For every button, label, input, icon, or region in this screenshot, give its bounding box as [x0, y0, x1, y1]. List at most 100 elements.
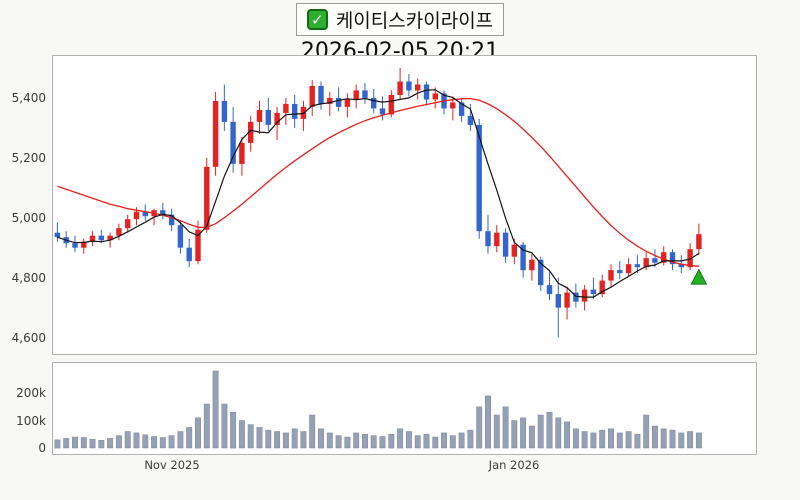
- volume-bar-chart: [54, 370, 702, 449]
- volume-bar: [397, 428, 404, 449]
- candle-body-down: [538, 259, 544, 286]
- volume-bar: [449, 435, 456, 449]
- volume-bar: [256, 427, 263, 449]
- volume-bar: [643, 414, 650, 449]
- candle-body-down: [142, 211, 148, 217]
- date-tick-label: Jan 2026: [488, 458, 540, 472]
- candle-body-down: [371, 97, 377, 109]
- volume-bar: [326, 432, 333, 449]
- candle-body-down: [423, 84, 430, 100]
- volume-bar: [124, 431, 131, 449]
- candle-body-up: [283, 103, 289, 113]
- volume-bar: [476, 406, 483, 449]
- candle-body-down: [458, 102, 465, 116]
- volume-bar: [485, 395, 491, 449]
- candle-body-up: [432, 93, 438, 100]
- candle-body-up: [696, 234, 702, 250]
- candle-body-up: [256, 109, 263, 122]
- candle-body-down: [555, 294, 561, 308]
- candle-body-up: [388, 94, 394, 115]
- volume-bar: [247, 424, 254, 449]
- volume-bar: [168, 435, 175, 449]
- volume-bar: [353, 432, 360, 449]
- volume-bar: [687, 431, 694, 449]
- candle-body-up: [529, 259, 535, 271]
- candle-body-down: [634, 264, 641, 268]
- price-chart-panel: [52, 55, 757, 355]
- candle-body-down: [476, 124, 482, 232]
- volume-bar: [423, 434, 430, 449]
- candle-body-up: [353, 90, 359, 100]
- volume-tick-label: 100k: [16, 414, 46, 428]
- volume-bar: [309, 414, 316, 449]
- volume-bar: [230, 412, 237, 449]
- candle-body-up: [81, 241, 87, 248]
- volume-bar: [458, 432, 465, 449]
- volume-bar: [159, 437, 166, 449]
- candle-body-up: [107, 235, 113, 241]
- volume-bar: [212, 370, 219, 449]
- volume-bar: [203, 403, 210, 449]
- candle-body-up: [309, 85, 315, 107]
- volume-bar: [107, 438, 114, 449]
- volume-bar: [564, 421, 571, 449]
- candle-body-down: [160, 210, 166, 215]
- volume-bar: [695, 432, 702, 449]
- volume-tick-label: 0: [38, 441, 46, 455]
- candle-body-up: [494, 232, 500, 247]
- date-tick-label: Nov 2025: [144, 458, 200, 472]
- volume-bar: [282, 432, 289, 449]
- volume-bar: [291, 428, 298, 449]
- volume-bar: [362, 434, 368, 449]
- volume-bar: [379, 436, 386, 449]
- volume-bar: [493, 414, 500, 449]
- candle-body-down: [177, 225, 184, 248]
- volume-bar: [660, 428, 667, 449]
- buy-signal-triangle-icon: [690, 268, 708, 285]
- volume-bar: [133, 432, 140, 449]
- candle-body-down: [652, 258, 658, 263]
- volume-bar: [98, 440, 105, 449]
- candle-body-down: [379, 108, 386, 115]
- volume-bar: [590, 432, 597, 449]
- volume-bar: [405, 431, 412, 449]
- candle-body-up: [661, 252, 667, 263]
- candle-body-down: [292, 103, 298, 119]
- ma-long-line: [57, 97, 699, 267]
- volume-bar: [432, 436, 439, 449]
- price-tick-label: 5,200: [11, 151, 46, 165]
- candle-body-down: [168, 214, 175, 226]
- candle-body-down: [520, 244, 526, 271]
- volume-bar: [80, 437, 87, 449]
- candle-body-down: [590, 289, 597, 295]
- candle-body-up: [415, 84, 421, 91]
- volume-bar: [142, 434, 149, 449]
- volume-bar: [414, 435, 421, 449]
- candle-body-up: [625, 264, 632, 274]
- candle-body-down: [265, 109, 271, 125]
- candle-body-down: [98, 235, 104, 241]
- candle-body-down: [573, 292, 579, 302]
- volume-bar: [335, 435, 342, 449]
- candle-body-up: [643, 258, 649, 268]
- volume-bar: [115, 435, 122, 449]
- candle-body-down: [335, 97, 342, 107]
- candle-body-up: [581, 289, 588, 302]
- volume-bar: [511, 420, 518, 449]
- price-tick-label: 5,000: [11, 211, 46, 225]
- volume-bar: [528, 425, 535, 449]
- volume-bar: [616, 432, 623, 449]
- stock-title: 케이티스카이라이프: [335, 10, 494, 32]
- candle-body-down: [362, 90, 368, 98]
- candle-body-down: [318, 85, 324, 104]
- volume-bar: [608, 428, 614, 449]
- volume-bar: [344, 436, 351, 449]
- candle-body-up: [195, 229, 201, 262]
- candle-body-up: [212, 100, 219, 167]
- candle-body-up: [687, 249, 693, 268]
- candle-body-down: [467, 115, 474, 125]
- title-box: ✓ 케이티스카이라이프: [295, 3, 505, 36]
- candle-body-down: [406, 81, 412, 91]
- volume-bar: [572, 428, 579, 449]
- volume-bar: [63, 438, 70, 449]
